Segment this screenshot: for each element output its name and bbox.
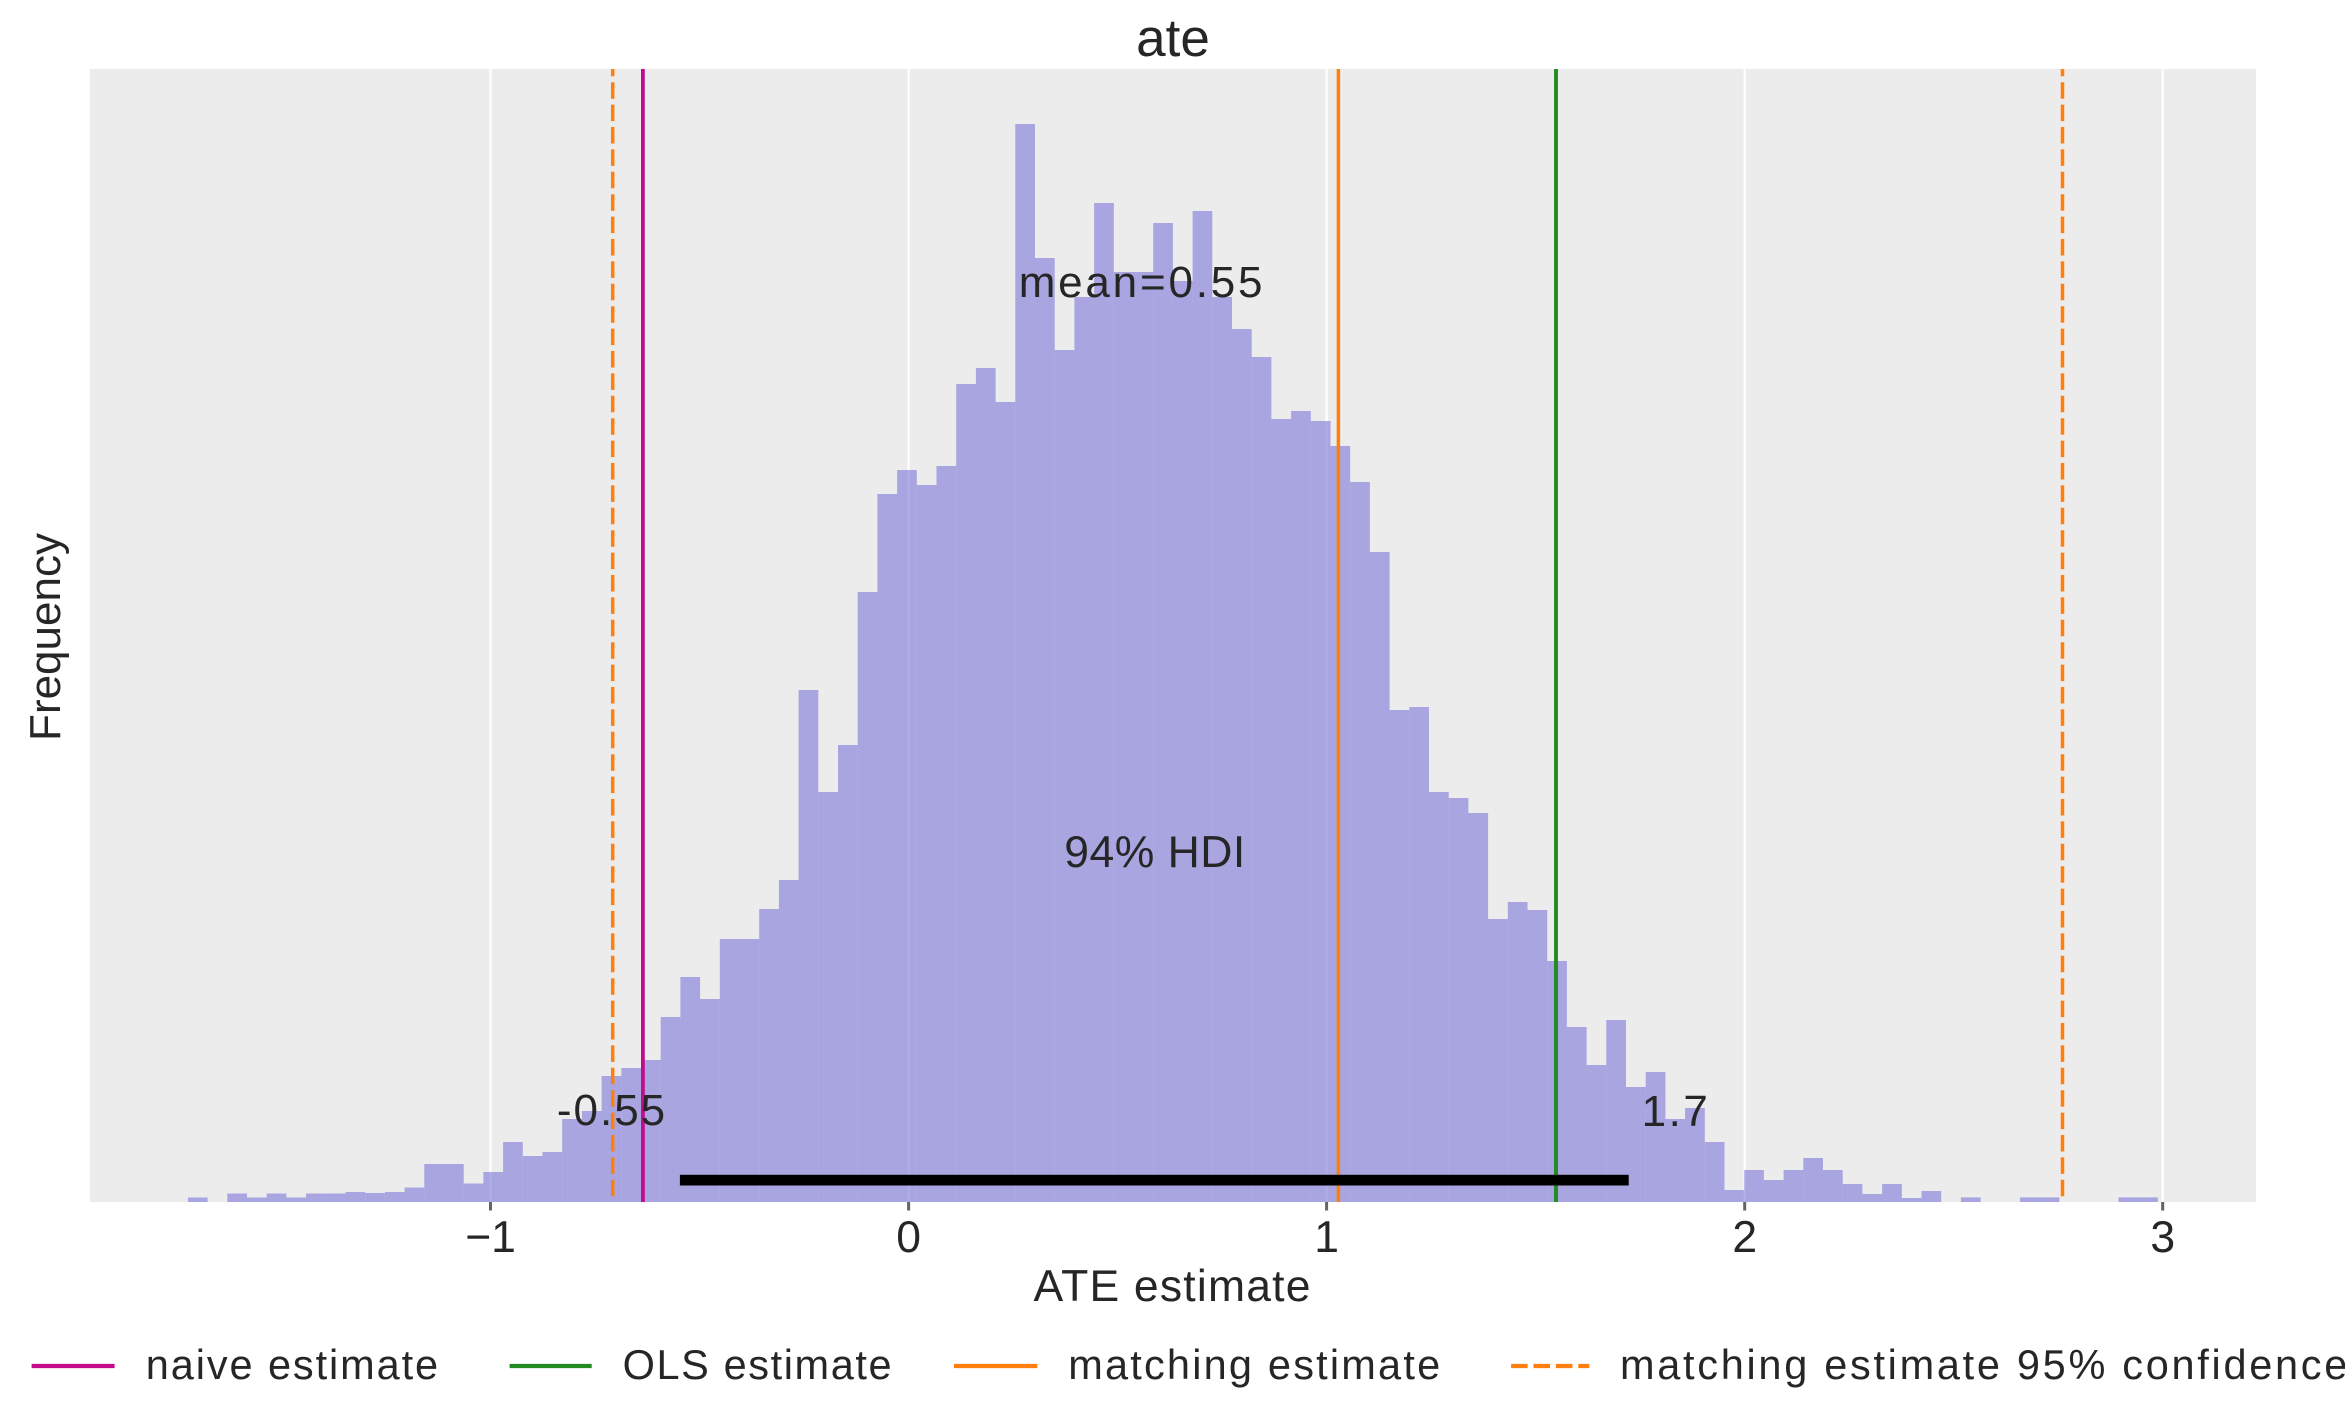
svg-text:Frequency: Frequency [21, 533, 70, 741]
svg-text:3: 3 [2150, 1213, 2175, 1262]
svg-text:1.7: 1.7 [1642, 1087, 1711, 1136]
svg-text:ate: ate [1136, 9, 1210, 68]
svg-text:-0.55: -0.55 [557, 1086, 667, 1135]
svg-text:naive estimate: naive estimate [146, 1341, 440, 1388]
svg-text:2: 2 [1732, 1213, 1757, 1262]
svg-text:−1: −1 [465, 1213, 516, 1262]
svg-text:94% HDI: 94% HDI [1064, 828, 1246, 877]
svg-text:mean=0.55: mean=0.55 [1019, 258, 1266, 307]
svg-text:matching estimate: matching estimate [1068, 1341, 1442, 1388]
svg-text:matching estimate 95% confiden: matching estimate 95% confidence [1620, 1341, 2345, 1388]
svg-text:ATE estimate: ATE estimate [1034, 1262, 1312, 1311]
svg-text:1: 1 [1314, 1213, 1339, 1262]
svg-text:0: 0 [896, 1213, 921, 1262]
svg-text:OLS estimate: OLS estimate [623, 1341, 894, 1388]
